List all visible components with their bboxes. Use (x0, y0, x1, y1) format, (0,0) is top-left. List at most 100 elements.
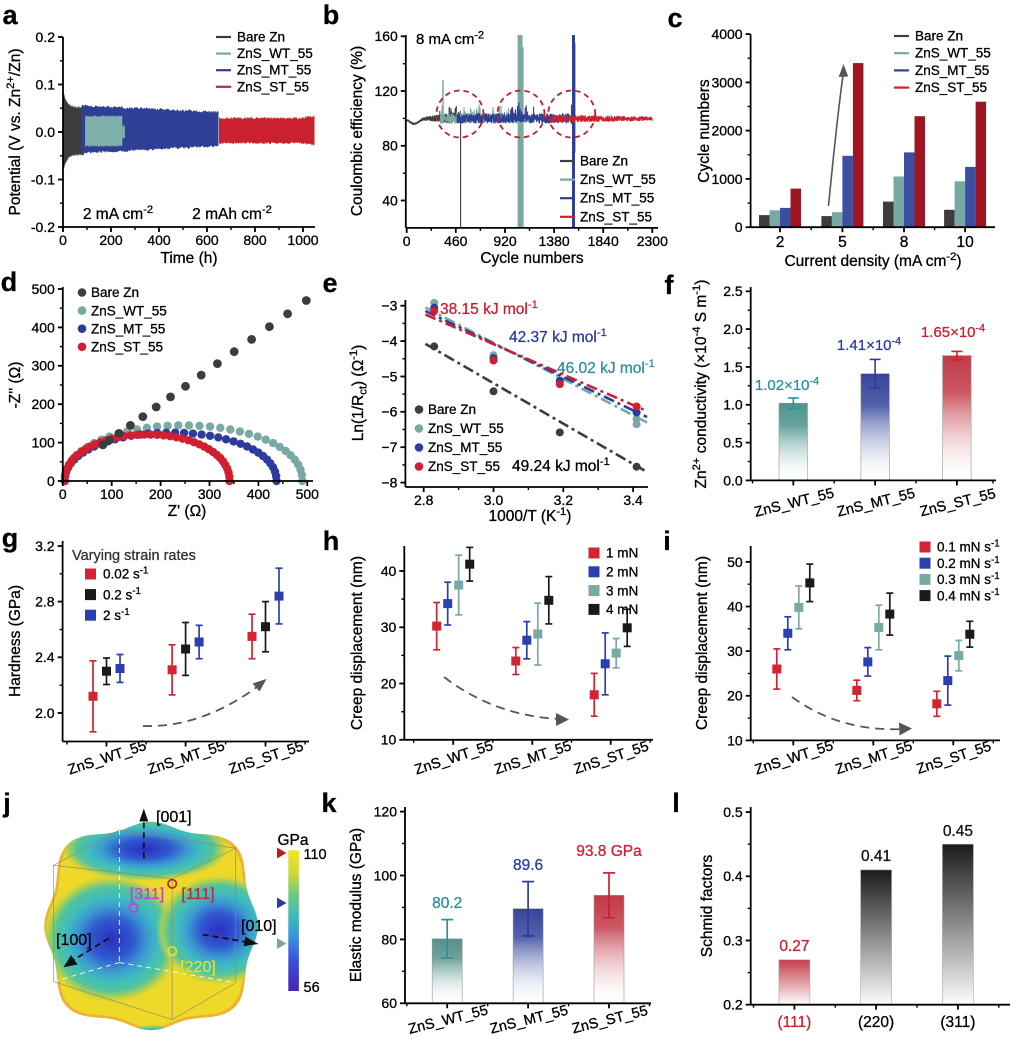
svg-text:160: 160 (374, 28, 398, 44)
svg-text:2.8: 2.8 (414, 492, 434, 508)
svg-text:ZnS_ST_55: ZnS_ST_55 (237, 79, 309, 94)
svg-text:3 mN: 3 mN (606, 583, 638, 598)
svg-text:0.2 mN s-1: 0.2 mN s-1 (937, 555, 1000, 571)
svg-text:80: 80 (381, 931, 397, 947)
svg-text:Bare Zn: Bare Zn (428, 402, 476, 417)
svg-text:GPa: GPa (277, 832, 308, 849)
svg-text:10: 10 (727, 732, 743, 748)
svg-text:Zn2+ conductivity (×10-4 S m-1: Zn2+ conductivity (×10-4 S m-1) (691, 280, 710, 489)
svg-text:b: b (323, 0, 340, 30)
svg-text:0.1 mN s-1: 0.1 mN s-1 (937, 539, 1000, 555)
svg-text:2.0: 2.0 (723, 321, 743, 337)
svg-text:110: 110 (304, 847, 327, 863)
svg-text:ZnS_MT_55: ZnS_MT_55 (428, 440, 502, 455)
svg-text:Creep displacement (nm): Creep displacement (nm) (349, 556, 366, 730)
svg-text:300: 300 (31, 358, 55, 374)
svg-text:0.2 s-1: 0.2 s-1 (103, 586, 141, 602)
svg-text:10: 10 (381, 732, 397, 748)
svg-text:120: 120 (374, 83, 398, 99)
svg-text:40: 40 (381, 563, 397, 579)
svg-text:0: 0 (59, 232, 67, 248)
svg-text:0: 0 (47, 473, 55, 489)
svg-text:ZnS_WT_55: ZnS_WT_55 (91, 303, 167, 318)
svg-text:0.0: 0.0 (723, 472, 743, 488)
svg-text:0.3 mN s-1: 0.3 mN s-1 (937, 571, 1000, 587)
svg-text:−6: −6 (381, 404, 397, 420)
svg-text:2000: 2000 (711, 123, 742, 139)
svg-text:4 mN: 4 mN (606, 602, 638, 617)
svg-text:40: 40 (382, 192, 398, 208)
svg-text:ZnS_WT_55: ZnS_WT_55 (915, 46, 991, 61)
svg-text:Varying strain rates: Varying strain rates (72, 548, 196, 564)
svg-text:d: d (1, 267, 18, 297)
svg-text:3.2: 3.2 (554, 492, 574, 508)
svg-text:1000: 1000 (711, 171, 742, 187)
svg-text:4000: 4000 (711, 26, 742, 42)
svg-text:(311): (311) (940, 1014, 975, 1031)
svg-text:ZnS_MT_55: ZnS_MT_55 (580, 191, 654, 206)
svg-text:(111): (111) (777, 1014, 811, 1031)
svg-text:93.8 GPa: 93.8 GPa (576, 843, 642, 860)
svg-text:ZnS_MT_55: ZnS_MT_55 (915, 63, 989, 78)
svg-text:0.27: 0.27 (779, 938, 809, 955)
svg-text:3.2: 3.2 (35, 538, 55, 554)
svg-text:2: 2 (776, 234, 785, 251)
svg-text:1.0: 1.0 (723, 397, 743, 413)
svg-text:500: 500 (31, 281, 55, 297)
svg-text:Cycle numbers: Cycle numbers (696, 79, 713, 183)
svg-text:0.4: 0.4 (723, 868, 743, 884)
svg-text:80.2: 80.2 (432, 895, 462, 912)
svg-text:−7: −7 (381, 439, 397, 455)
svg-text:Bare Zn: Bare Zn (237, 30, 285, 45)
svg-text:1 mN: 1 mN (606, 546, 638, 561)
svg-text:50: 50 (727, 554, 743, 570)
svg-text:56: 56 (304, 980, 320, 996)
svg-text:Elastic modulus (GPa): Elastic modulus (GPa) (348, 828, 365, 982)
svg-text:120: 120 (374, 804, 398, 820)
svg-text:400: 400 (147, 232, 171, 248)
svg-text:ZnS_ST_55: ZnS_ST_55 (580, 209, 652, 224)
svg-text:300: 300 (198, 486, 222, 502)
svg-text:−4: −4 (381, 333, 397, 349)
svg-text:0: 0 (59, 486, 67, 502)
svg-text:500: 500 (296, 486, 320, 502)
svg-text:−3: −3 (381, 298, 397, 314)
svg-text:1840: 1840 (588, 233, 619, 249)
svg-text:2.8: 2.8 (35, 594, 55, 610)
svg-text:[100]: [100] (56, 932, 92, 949)
svg-text:-0.1: -0.1 (31, 171, 55, 187)
svg-text:0: 0 (403, 233, 411, 249)
svg-text:42.37 kJ mol-1: 42.37 kJ mol-1 (509, 327, 607, 346)
svg-text:2.4: 2.4 (35, 649, 55, 665)
svg-text:2 mAh cm-2: 2 mAh cm-2 (192, 204, 272, 223)
svg-text:100: 100 (374, 867, 398, 883)
svg-text:49.24 kJ mol-1: 49.24 kJ mol-1 (512, 456, 610, 475)
svg-text:1000: 1000 (287, 232, 318, 248)
svg-text:0.1: 0.1 (36, 76, 56, 92)
svg-text:1380: 1380 (539, 233, 570, 249)
svg-text:89.6: 89.6 (513, 857, 543, 874)
svg-text:k: k (321, 788, 337, 818)
svg-text:20: 20 (727, 688, 743, 704)
svg-text:Current density (mA cm-2): Current density (mA cm-2) (784, 251, 961, 270)
svg-text:8 mA cm-2: 8 mA cm-2 (416, 29, 484, 48)
svg-text:Ln(1/Rct) (Ω-1): Ln(1/Rct) (Ω-1) (348, 345, 369, 442)
svg-text:3.0: 3.0 (484, 492, 504, 508)
svg-text:ZnS_WT_55: ZnS_WT_55 (237, 46, 313, 61)
svg-text:Hardness (GPa): Hardness (GPa) (7, 585, 24, 697)
svg-text:40: 40 (727, 598, 743, 614)
svg-text:l: l (672, 788, 680, 818)
svg-text:Bare Zn: Bare Zn (91, 285, 139, 300)
svg-text:5: 5 (838, 234, 847, 251)
svg-text:10: 10 (956, 234, 974, 251)
svg-text:200: 200 (31, 396, 55, 412)
svg-text:8: 8 (900, 234, 909, 251)
svg-text:[311]: [311] (130, 886, 164, 903)
svg-text:200: 200 (149, 486, 173, 502)
svg-text:1.41×10-4: 1.41×10-4 (837, 335, 901, 354)
svg-text:Coulombic efficiency (%): Coulombic efficiency (%) (349, 46, 366, 216)
svg-text:30: 30 (381, 619, 397, 635)
svg-text:−8: −8 (381, 475, 397, 491)
svg-text:1000/T (K-1): 1000/T (K-1) (489, 506, 572, 525)
svg-text:0.5: 0.5 (723, 804, 743, 820)
